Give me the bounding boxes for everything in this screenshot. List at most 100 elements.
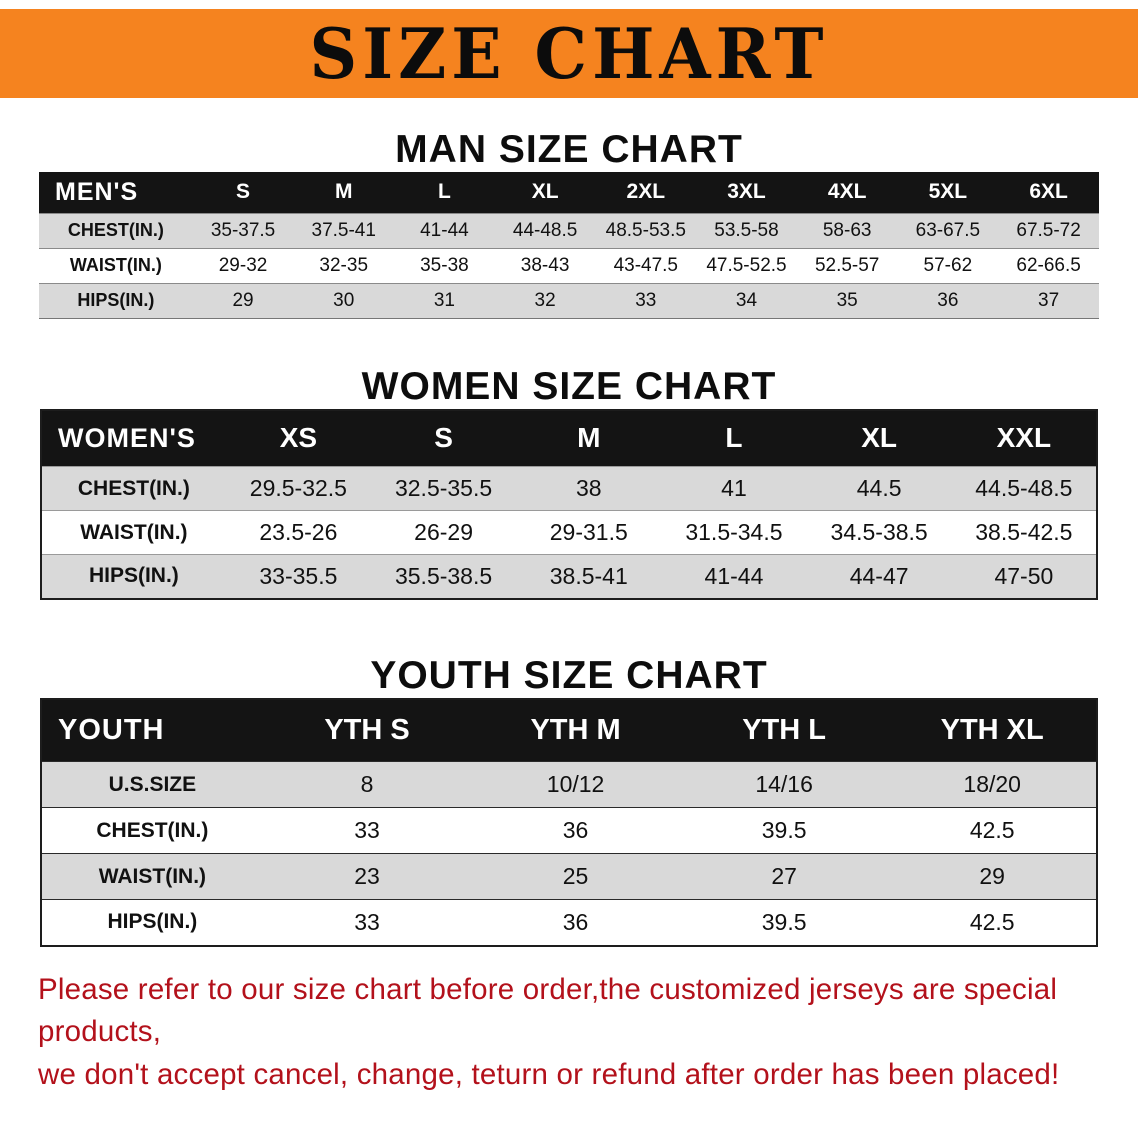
youth-size-value: 14/16 [679, 761, 889, 808]
women-size-value: 31.5-34.5 [661, 510, 807, 555]
women-size-header-cell: XXL [951, 409, 1097, 467]
men-size-value: 63-67.5 [897, 212, 999, 248]
men-size-value: 53.5-58 [696, 212, 797, 248]
banner: SIZE CHART [0, 9, 1138, 98]
men-size-value: 47.5-52.5 [696, 247, 797, 283]
youth-section: YOUTH SIZE CHART YOUTH YTH S YTH M YTH L… [0, 654, 1138, 947]
women-size-value: 34.5-38.5 [806, 510, 952, 555]
youth-size-value: 36 [471, 807, 680, 854]
women-size-value: 32.5-35.5 [370, 466, 517, 511]
youth-ussize-row: U.S.SIZE 8 10/12 14/16 18/20 [41, 761, 1097, 808]
women-size-value: 29-31.5 [516, 510, 662, 555]
men-size-value: 44-48.5 [494, 212, 596, 248]
youth-size-value: 27 [679, 853, 889, 900]
women-size-table: WOMEN'S XS S M L XL XXL CHEST(IN.) 29.5-… [40, 408, 1098, 600]
men-size-header-cell: 5XL [897, 172, 999, 213]
youth-size-value: 33 [262, 807, 472, 854]
women-row-label: WAIST(IN.) [41, 510, 226, 555]
women-size-value: 38.5-42.5 [951, 510, 1097, 555]
men-section: MAN SIZE CHART MEN'S S M L XL 2XL 3XL 4X… [0, 128, 1138, 319]
men-size-value: 29 [192, 282, 294, 318]
men-size-table: MEN'S S M L XL 2XL 3XL 4XL 5XL 6XL CHEST… [39, 172, 1099, 319]
women-section: WOMEN SIZE CHART WOMEN'S XS S M L XL XXL [0, 365, 1138, 600]
men-size-header-cell: 4XL [796, 172, 898, 213]
youth-size-value: 42.5 [888, 807, 1097, 854]
men-waist-row: WAIST(IN.) 29-32 32-35 35-38 38-43 43-47… [39, 247, 1099, 283]
men-heading: MAN SIZE CHART [395, 128, 743, 171]
youth-size-header-cell: YTH M [471, 698, 680, 762]
men-size-value: 32-35 [293, 247, 395, 283]
men-size-value: 35 [796, 282, 898, 318]
youth-hips-row: HIPS(IN.) 33 36 39.5 42.5 [41, 899, 1097, 946]
men-size-value: 37 [998, 282, 1099, 318]
men-size-value: 48.5-53.5 [595, 212, 697, 248]
youth-size-header-cell: YTH L [679, 698, 889, 762]
women-header-row: WOMEN'S XS S M L XL XXL [41, 409, 1097, 467]
women-size-value: 41-44 [661, 554, 807, 599]
men-size-value: 43-47.5 [595, 247, 697, 283]
disclaimer: Please refer to our size chart before or… [38, 969, 1102, 1097]
men-size-header-cell: S [192, 172, 294, 213]
women-size-value: 47-50 [951, 554, 1097, 599]
women-size-value: 29.5-32.5 [225, 466, 371, 511]
youth-waist-row: WAIST(IN.) 23 25 27 29 [41, 853, 1097, 900]
men-size-value: 62-66.5 [998, 247, 1099, 283]
youth-row-label: CHEST(IN.) [41, 807, 263, 854]
men-size-header-cell: 6XL [998, 172, 1099, 213]
men-size-value: 37.5-41 [293, 212, 395, 248]
women-size-value: 44-47 [806, 554, 952, 599]
men-row-label: WAIST(IN.) [39, 247, 193, 283]
youth-row-label: U.S.SIZE [41, 761, 263, 808]
men-table-title: MEN'S [39, 172, 193, 213]
youth-size-value: 36 [471, 899, 680, 946]
women-size-value: 41 [661, 466, 807, 511]
men-size-header-cell: L [394, 172, 495, 213]
men-size-value: 31 [394, 282, 495, 318]
men-size-value: 41-44 [394, 212, 495, 248]
women-size-header-cell: L [661, 409, 807, 467]
women-table-title: WOMEN'S [41, 409, 226, 467]
youth-heading: YOUTH SIZE CHART [370, 653, 768, 697]
men-size-header-cell: 2XL [595, 172, 697, 213]
men-size-value: 52.5-57 [796, 247, 898, 283]
youth-size-value: 29 [888, 853, 1097, 900]
youth-size-value: 33 [262, 899, 472, 946]
disclaimer-line-1: Please refer to our size chart before or… [38, 972, 1058, 1049]
men-size-value: 67.5-72 [998, 212, 1099, 248]
men-size-value: 58-63 [796, 212, 898, 248]
page-title: SIZE CHART [309, 12, 829, 95]
women-hips-row: HIPS(IN.) 33-35.5 35.5-38.5 38.5-41 41-4… [41, 554, 1097, 599]
youth-size-value: 39.5 [679, 899, 889, 946]
youth-size-value: 18/20 [888, 761, 1097, 808]
women-heading: WOMEN SIZE CHART [361, 364, 777, 408]
men-row-label: CHEST(IN.) [39, 212, 193, 248]
youth-size-value: 8 [262, 761, 472, 808]
men-size-header-cell: 3XL [696, 172, 797, 213]
women-size-header-cell: S [370, 409, 517, 467]
women-size-value: 23.5-26 [225, 510, 371, 555]
youth-row-label: WAIST(IN.) [41, 853, 263, 900]
youth-size-value: 25 [471, 853, 680, 900]
women-size-header-cell: XS [225, 409, 371, 467]
men-hips-row: HIPS(IN.) 29 30 31 32 33 34 35 36 37 [39, 282, 1099, 318]
men-size-value: 57-62 [897, 247, 999, 283]
youth-size-value: 23 [262, 853, 472, 900]
men-size-header-cell: M [293, 172, 395, 213]
youth-size-table: YOUTH YTH S YTH M YTH L YTH XL U.S.SIZE … [40, 697, 1098, 947]
women-size-value: 44.5-48.5 [951, 466, 1097, 511]
women-size-header-cell: M [516, 409, 662, 467]
men-size-value: 30 [293, 282, 395, 318]
men-size-header-cell: XL [494, 172, 596, 213]
youth-size-value: 42.5 [888, 899, 1097, 946]
women-chest-row: CHEST(IN.) 29.5-32.5 32.5-35.5 38 41 44.… [41, 466, 1097, 511]
women-row-label: CHEST(IN.) [41, 466, 226, 511]
women-waist-row: WAIST(IN.) 23.5-26 26-29 29-31.5 31.5-34… [41, 510, 1097, 555]
men-size-value: 35-38 [394, 247, 495, 283]
men-chest-row: CHEST(IN.) 35-37.5 37.5-41 41-44 44-48.5… [39, 212, 1099, 248]
women-size-value: 33-35.5 [225, 554, 371, 599]
men-size-value: 29-32 [192, 247, 294, 283]
women-size-value: 44.5 [806, 466, 952, 511]
men-row-label: HIPS(IN.) [39, 282, 193, 318]
youth-size-value: 10/12 [471, 761, 680, 808]
women-size-value: 38.5-41 [516, 554, 662, 599]
